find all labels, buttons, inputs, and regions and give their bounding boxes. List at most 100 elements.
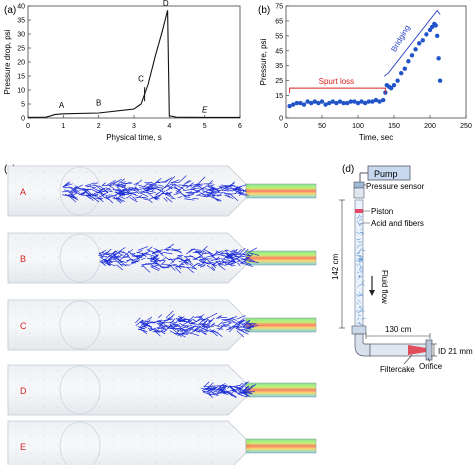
x-tick-label: 0 (284, 123, 288, 130)
tube-ellipse (59, 300, 101, 350)
elbow-flange (351, 325, 367, 335)
y-tick-label: 10 (17, 88, 25, 95)
column-fiber (360, 257, 363, 261)
column-fiber (358, 256, 361, 261)
simulation-row: D (7, 364, 317, 416)
panel-label-b: (b) (258, 5, 270, 16)
y-tick-label: 15 (17, 74, 25, 81)
scatter-point (287, 103, 292, 109)
fiber-plug (135, 310, 259, 338)
sensor-fitting (353, 181, 365, 189)
simulation-row: B (7, 232, 317, 284)
column-fiber (358, 238, 361, 240)
y-tick-label: 5 (21, 102, 25, 109)
column-fiber (359, 231, 363, 234)
column-fiber (359, 323, 364, 326)
column-fiber (361, 275, 363, 278)
column-fiber (359, 307, 364, 311)
fiber-plug (62, 175, 249, 204)
nozzle (246, 184, 316, 198)
scatter-point (402, 66, 407, 71)
column-fiber (358, 263, 362, 268)
nozzle (246, 439, 316, 453)
orifice-label: Orifice (419, 362, 443, 371)
x-tick-label: 50 (318, 123, 326, 130)
column-fiber (357, 299, 362, 304)
scatter-point (388, 85, 394, 91)
tube-body (7, 420, 247, 465)
column-fiber (357, 252, 361, 255)
x-tick-label: 6 (238, 123, 242, 130)
scatter-point (305, 99, 310, 104)
scatter-point (395, 78, 400, 83)
column-fiber (358, 275, 362, 277)
scatter-point (433, 23, 438, 28)
point-label: E (202, 105, 208, 114)
column-fiber (360, 228, 363, 231)
x-tick-label: 150 (388, 123, 400, 130)
stage-label: C (20, 321, 27, 331)
column-fiber (361, 282, 365, 286)
scatter-point (301, 102, 307, 107)
scatter-point (294, 100, 299, 106)
scatter-point (436, 56, 441, 61)
bridging-bracket (383, 9, 441, 77)
column-fiber (361, 280, 365, 283)
scatter-point (323, 102, 328, 107)
scatter-point (420, 38, 425, 43)
x-tick-label: 250 (460, 123, 472, 130)
pump-label: Pump (374, 169, 398, 179)
column-fiber (358, 292, 363, 296)
scatter-point (437, 78, 443, 83)
y-tick-label: 0 (279, 116, 283, 123)
scatter-point (352, 99, 357, 104)
scatter-point (406, 59, 411, 64)
stage-label: A (20, 187, 26, 197)
column-fiber (356, 284, 361, 288)
y-tick-label: 55 (275, 33, 283, 40)
simulation-row: E (7, 420, 317, 465)
scatter-point (366, 99, 371, 104)
y-tick-label: 35 (275, 63, 283, 70)
simulation-row: C (7, 299, 317, 351)
column-fiber (361, 268, 364, 272)
scatter-point (355, 100, 361, 106)
fiber-plug (200, 381, 257, 398)
scatter-point (391, 82, 397, 88)
column-fiber (358, 266, 362, 271)
column-fiber (356, 294, 359, 297)
scatter-point (363, 100, 368, 106)
stage-label: B (20, 254, 26, 264)
column-fiber (358, 321, 361, 325)
y-axis-label: Pressure drop, psi (3, 29, 12, 94)
y-tick-label: 75 (275, 4, 283, 11)
scatter-point (409, 53, 415, 58)
scatter-point (334, 100, 339, 106)
column-fiber (358, 310, 363, 312)
y-tick-label: 20 (17, 60, 25, 67)
diameter-label: ID 21 mm (438, 347, 473, 356)
simulation-row: A (7, 165, 317, 217)
apparatus-panel: (d) Pump Pressure sensor Piston Acid and… (331, 164, 473, 374)
column-fiber (358, 218, 363, 221)
tube-body (7, 299, 247, 351)
column-fiber (360, 266, 364, 270)
fiber-plug (98, 243, 260, 274)
x-tick-label: 5 (203, 123, 207, 130)
column-fiber (358, 257, 363, 262)
tube-ellipse (59, 365, 101, 415)
pipe-elbow (354, 333, 371, 357)
point-label: D (163, 0, 169, 8)
plot-frame (285, 5, 467, 119)
scatter-point (337, 99, 343, 104)
point-label: B (96, 98, 101, 107)
column-fiber (359, 223, 363, 225)
stage-label: E (20, 442, 26, 452)
spurt-loss-bracket (289, 87, 386, 94)
chart-b: (b) 0 50 100 150 200 250 0 15 25 35 45 55 65 75 Time, … (258, 4, 472, 143)
scatter-point (381, 97, 386, 103)
column-fiber (361, 317, 367, 320)
column-fiber (356, 263, 359, 267)
piston-label: Piston (371, 207, 393, 216)
y-tick-label: 15 (275, 93, 283, 100)
